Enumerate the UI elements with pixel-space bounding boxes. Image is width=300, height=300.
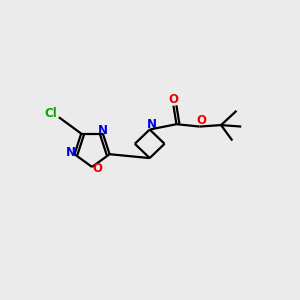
Text: O: O — [196, 114, 206, 127]
Text: N: N — [147, 118, 157, 131]
Text: O: O — [92, 162, 102, 175]
Text: N: N — [66, 146, 76, 159]
Text: O: O — [169, 93, 178, 106]
Text: N: N — [98, 124, 108, 136]
Text: Cl: Cl — [44, 107, 57, 120]
